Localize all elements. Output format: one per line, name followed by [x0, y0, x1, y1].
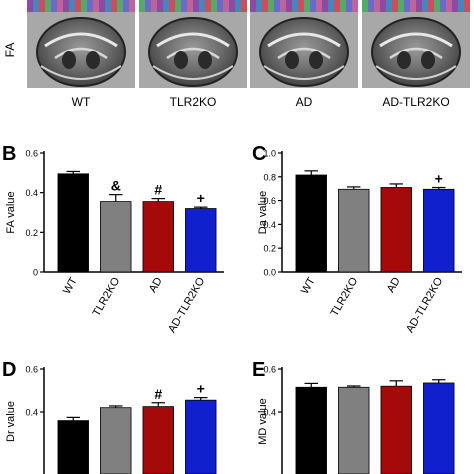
- y-tick-label: 1.0: [263, 149, 276, 159]
- y-axis-label: FA value: [5, 191, 17, 233]
- y-tick-label: 0.2: [25, 228, 38, 238]
- bar-ad-tlr2ko: [423, 188, 455, 273]
- image-label: AD: [296, 95, 313, 109]
- panel-letter: E: [252, 359, 265, 381]
- bar-ad-tlr2ko: [185, 208, 217, 273]
- y-axis-label: Dr value: [5, 401, 17, 442]
- y-tick-label: 0.6: [263, 196, 276, 206]
- bar-chart-panels: B FA value 0 0.2 0.4 0.6 WT & TLR2KO # AD + AD-TLR2K…: [2, 143, 462, 474]
- x-tick-label: AD-TLR2KO: [166, 275, 207, 335]
- panel-d: D Dr value 0.4 0.6 # +: [2, 359, 217, 474]
- color-strip-tile: [250, 0, 358, 12]
- significance-marker: +: [435, 171, 443, 187]
- brain-image: [250, 12, 358, 88]
- bar-ad: [142, 201, 174, 273]
- image-label: WT: [72, 95, 91, 109]
- color-fa-map-strip: [27, 0, 470, 12]
- x-tick-label: TLR2KO: [329, 275, 361, 318]
- color-strip-tile: [362, 0, 470, 12]
- bar-ad-tlr2ko: [185, 399, 217, 474]
- y-axis-label: Da value: [257, 191, 269, 234]
- x-tick-label: TLR2KO: [91, 275, 123, 318]
- y-axis-label: MD value: [257, 398, 269, 444]
- significance-marker: &: [111, 178, 121, 194]
- color-strip-tile: [139, 0, 247, 12]
- brain-image: [362, 12, 470, 88]
- bar-tlr2ko: [100, 201, 132, 273]
- y-tick-label: 0.4: [25, 408, 38, 418]
- y-tick-label: 0.4: [263, 220, 276, 230]
- image-labels: WT TLR2KO AD AD-TLR2KO: [72, 95, 450, 109]
- y-tick-label: 0.4: [263, 408, 276, 418]
- x-tick-label: WT: [61, 275, 80, 296]
- image-label: AD-TLR2KO: [382, 95, 449, 109]
- image-label: TLR2KO: [170, 95, 217, 109]
- panel-c: C Da value 0.0 0.2 0.4 0.6 0.8 1.0 WT TLR2KO AD + AD…: [252, 143, 462, 335]
- bar-wt: [295, 174, 327, 273]
- bar-ad-tlr2ko: [423, 382, 455, 474]
- y-tick-label: 0.2: [263, 244, 276, 254]
- color-strip-tile: [27, 0, 135, 12]
- bar-ad: [142, 406, 174, 474]
- y-tick-label: 0.6: [263, 365, 276, 375]
- panel-b: B FA value 0 0.2 0.4 0.6 WT & TLR2KO # AD + AD-TLR2K…: [2, 143, 224, 335]
- bar-tlr2ko: [100, 407, 132, 474]
- x-tick-label: AD: [385, 275, 403, 294]
- y-tick-label: 0.8: [263, 172, 276, 182]
- panel-letter: C: [252, 143, 266, 165]
- y-tick-label: 0.0: [263, 268, 276, 278]
- panel-letter: D: [2, 359, 16, 381]
- significance-marker: +: [197, 381, 205, 397]
- y-tick-label: 0.6: [25, 149, 38, 159]
- panel-letter: B: [2, 143, 16, 165]
- bar-ad: [380, 385, 412, 474]
- bar-wt: [57, 420, 89, 474]
- significance-marker: #: [154, 182, 162, 198]
- significance-marker: +: [197, 190, 205, 206]
- x-tick-label: AD: [147, 275, 165, 294]
- y-tick-label: 0.6: [25, 365, 38, 375]
- fa-row-label: FA: [3, 43, 17, 58]
- brain-image: [27, 12, 135, 88]
- fa-brain-images: [27, 12, 470, 88]
- y-tick-label: 0.4: [25, 188, 38, 198]
- x-tick-label: WT: [299, 275, 318, 296]
- bar-wt: [295, 386, 327, 474]
- bar-wt: [57, 173, 89, 273]
- brain-image: [139, 12, 247, 88]
- y-tick-label: 0: [33, 268, 38, 278]
- bar-tlr2ko: [338, 188, 370, 273]
- bar-tlr2ko: [338, 386, 370, 474]
- significance-marker: #: [154, 386, 162, 402]
- x-tick-label: AD-TLR2KO: [404, 275, 445, 335]
- bar-ad: [380, 187, 412, 273]
